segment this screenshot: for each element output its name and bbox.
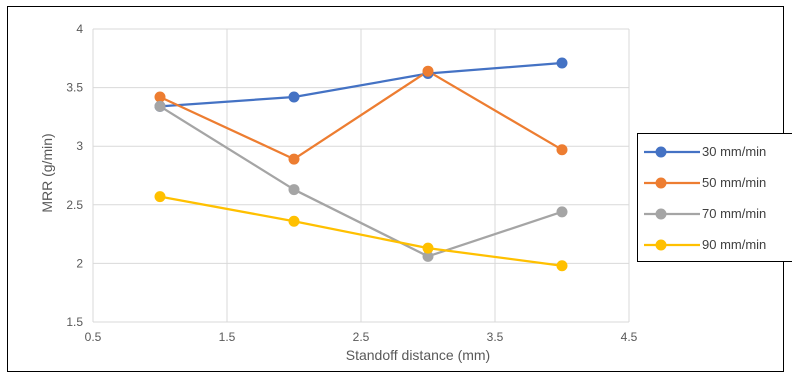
- legend-marker: [655, 146, 667, 158]
- data-point: [154, 191, 166, 203]
- y-tick-label: 2: [76, 256, 83, 270]
- legend-label: 30 mm/min: [702, 144, 767, 159]
- legend-marker: [655, 239, 667, 251]
- y-tick-label: 2.5: [66, 198, 83, 212]
- series-line: [158, 61, 564, 108]
- legend-swatch-70: [644, 208, 700, 220]
- legend-swatch-50: [644, 177, 700, 189]
- x-tick-label: 1.5: [219, 330, 236, 344]
- data-point: [556, 144, 568, 156]
- data-point: [288, 153, 300, 165]
- data-point: [556, 57, 568, 69]
- data-point: [288, 215, 300, 227]
- legend-swatch-90: [644, 239, 700, 251]
- x-axis-title: Standoff distance (mm): [346, 347, 490, 363]
- y-axis-title: MRR (g/min): [39, 133, 55, 212]
- y-tick-label: 3.5: [66, 81, 83, 95]
- x-tick-label: 4.5: [621, 330, 638, 344]
- x-tick-label: 2.5: [353, 330, 370, 344]
- data-point: [422, 242, 434, 254]
- legend-label: 50 mm/min: [702, 175, 767, 190]
- legend-swatch-30: [644, 146, 700, 158]
- data-point: [422, 65, 434, 77]
- x-tick-label: 3.5: [487, 330, 504, 344]
- plot-area: 1.522.533.540.5 1.5 2.5 3.5 4.5 Standoff dis…: [39, 22, 638, 363]
- legend-marker: [655, 208, 667, 220]
- legend-item: 70 mm/min: [638, 204, 792, 224]
- legend-label: 70 mm/min: [702, 206, 767, 221]
- y-tick-label: 3: [76, 139, 83, 153]
- x-tick-label: 0.5: [85, 330, 102, 344]
- data-point: [154, 91, 166, 103]
- series-line: [158, 70, 564, 161]
- y-tick-label: 4: [76, 22, 83, 36]
- data-point: [154, 100, 166, 112]
- legend-marker: [655, 177, 667, 189]
- data-point: [556, 260, 568, 272]
- data-point: [556, 206, 568, 218]
- series-line: [158, 105, 564, 258]
- series-line: [158, 195, 564, 267]
- chart-frame: 1.5 2 2.5 3 3.5 4 0.5 1.5 2.5 3.5 4.5 Standoff dis…: [7, 6, 792, 372]
- legend-item: 90 mm/min: [638, 235, 792, 255]
- legend-label: 90 mm/min: [702, 237, 767, 252]
- data-point: [288, 184, 300, 196]
- y-tick-label: 1.5: [66, 315, 83, 329]
- legend-item: 30 mm/min: [638, 142, 792, 162]
- legend: 30 mm/min 50 mm/min 70 mm/min 90 mm/min: [637, 133, 792, 262]
- data-point: [288, 91, 300, 103]
- legend-item: 50 mm/min: [638, 173, 792, 193]
